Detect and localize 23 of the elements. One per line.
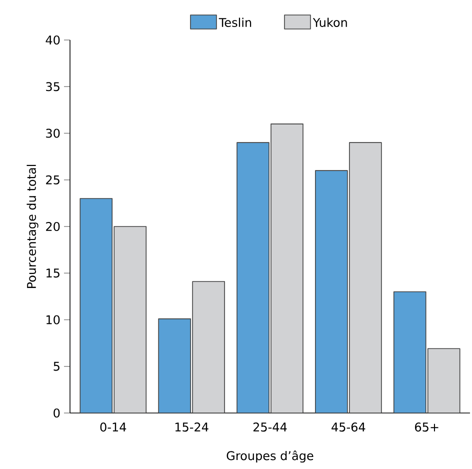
y-axis-title: Pourcentage du total [26,164,38,288]
bar [80,198,113,413]
x-tick-label: 45-64 [332,422,366,432]
y-tick-label: 5 [54,362,60,371]
x-tick-label: 25-44 [253,422,287,432]
x-tick-label: 15-24 [175,422,208,432]
y-tick-label: 15 [46,268,60,278]
y-tick-label: 35 [46,82,60,92]
y-tick-label: 40 [46,35,60,45]
y-tick-label: 25 [46,175,60,184]
legend-label: Teslin [218,18,252,28]
bar [236,142,270,413]
y-tick-label: 10 [46,315,60,324]
x-tick-label: 65+ [415,422,438,432]
x-tick-label: 0-14 [100,422,126,432]
y-tick-label: 0 [54,408,60,418]
legend-label: Yukon [312,18,347,28]
bar [158,318,191,413]
y-tick-label: 20 [46,222,60,232]
y-tick-label: 30 [46,128,60,138]
bar [393,291,426,413]
bar [315,170,348,413]
x-axis-title: Groupes d’âge [226,450,314,463]
